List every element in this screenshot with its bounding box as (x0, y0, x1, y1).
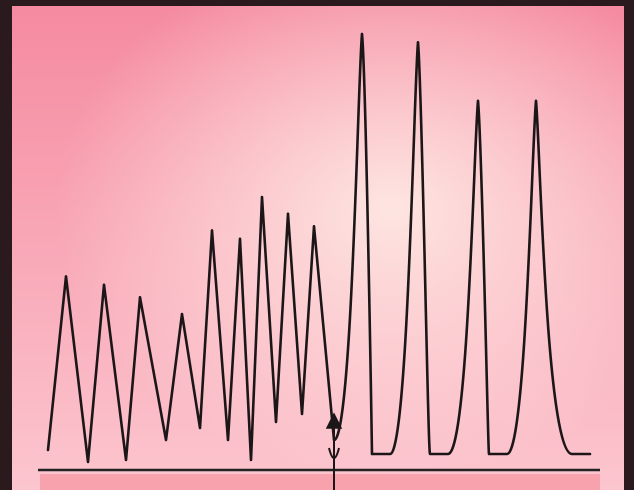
peak-point-6 (238, 237, 242, 241)
peak-point-10 (360, 32, 364, 36)
peak-point-5 (210, 229, 214, 232)
marker-shaft (328, 428, 340, 490)
peak-point-9 (312, 225, 316, 228)
peak-point-12 (476, 99, 480, 103)
peak-point-11 (416, 41, 420, 44)
marker-arrowhead (325, 412, 343, 429)
peak-point-13 (534, 99, 538, 103)
peak-point-2 (102, 283, 106, 286)
marker-arrow (325, 412, 343, 490)
waveform-trace (46, 32, 592, 464)
bottom-band (40, 474, 600, 490)
peak-point-1 (64, 275, 68, 278)
background-glow (12, 6, 624, 490)
top-frame-edge (0, 0, 634, 6)
peak-point-7 (260, 195, 264, 199)
peak-point-4 (180, 312, 184, 316)
peak-markers (64, 32, 538, 316)
peak-point-3 (138, 296, 142, 299)
left-frame-edge (0, 0, 12, 490)
right-frame-edge (624, 0, 634, 490)
peak-point-8 (286, 212, 290, 215)
